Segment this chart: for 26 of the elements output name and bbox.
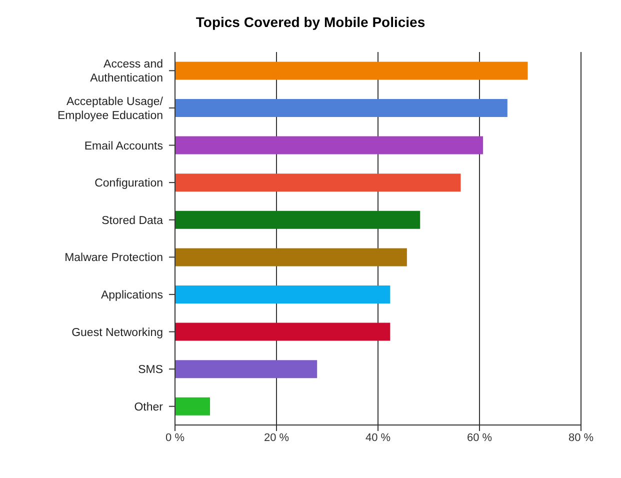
bar xyxy=(175,99,508,117)
bar xyxy=(175,397,210,416)
bar xyxy=(175,322,390,341)
bar xyxy=(175,174,461,192)
y-tick-label: Guest Networking xyxy=(72,326,163,339)
x-tick-label: 60 % xyxy=(466,432,492,444)
x-tick-label: 20 % xyxy=(264,432,290,444)
chart-title: Topics Covered by Mobile Policies xyxy=(194,14,426,30)
y-tick-label: Stored Data xyxy=(102,214,164,227)
y-tick-label: Access and Authentication xyxy=(90,58,163,85)
bar xyxy=(175,62,528,80)
y-tick-label: Applications xyxy=(100,289,164,302)
y-tick-label: Configuration xyxy=(94,178,163,190)
bar xyxy=(175,286,390,304)
x-tick-label: 40 % xyxy=(365,432,391,444)
x-tick-label: 80 % xyxy=(568,432,594,444)
bar xyxy=(175,248,407,266)
x-tick-label: 0 % xyxy=(166,432,185,444)
bar xyxy=(175,210,420,229)
y-tick-label: Other xyxy=(134,401,164,414)
bar xyxy=(175,360,318,378)
y-tick-label: Email Accounts xyxy=(84,140,164,152)
y-tick-label: Acceptable Usage/ Employee Education xyxy=(58,96,164,122)
y-tick-label: Malware Protection xyxy=(64,252,163,264)
y-tick-label: SMS xyxy=(138,364,164,376)
bar xyxy=(175,136,484,154)
